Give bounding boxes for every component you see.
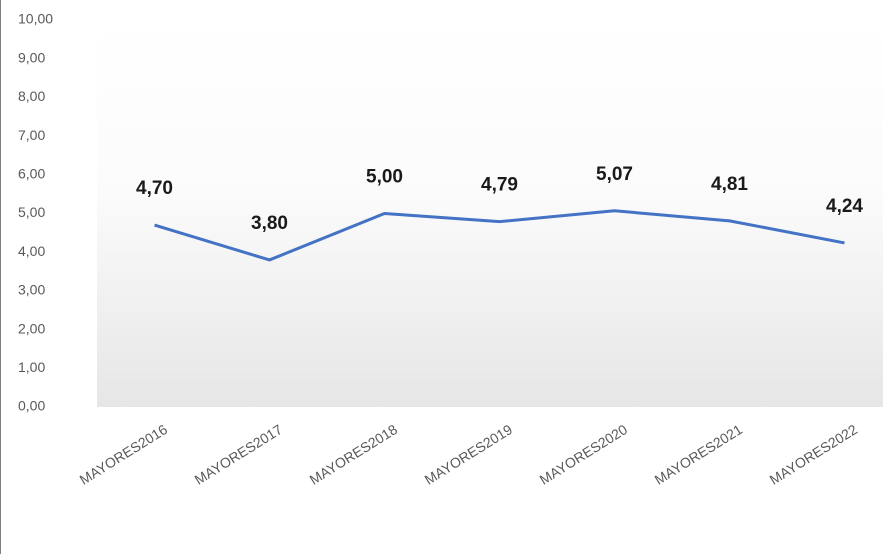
y-tick-label: 3,00 [18, 282, 45, 298]
data-label: 4,81 [711, 174, 748, 195]
data-label: 4,24 [826, 196, 863, 217]
x-tick-label: MAYORES2021 [652, 421, 746, 488]
x-tick-label: MAYORES2022 [767, 421, 861, 488]
x-tick-label: MAYORES2019 [422, 421, 516, 488]
x-tick-label: MAYORES2017 [192, 421, 286, 488]
y-tick-label: 8,00 [18, 88, 45, 104]
x-tick-label: MAYORES2020 [537, 421, 631, 488]
y-tick-label: 7,00 [18, 127, 45, 143]
y-tick-label: 1,00 [18, 359, 45, 375]
data-label: 4,79 [481, 175, 518, 196]
y-tick-label: 9,00 [18, 49, 45, 65]
x-tick-label: MAYORES2018 [307, 421, 401, 488]
x-tick-label: MAYORES2016 [77, 421, 171, 488]
data-label: 5,07 [596, 164, 633, 185]
data-label: 3,80 [251, 213, 288, 234]
data-label: 5,00 [366, 167, 403, 188]
y-tick-label: 4,00 [18, 243, 45, 259]
y-tick-label: 6,00 [18, 166, 45, 182]
y-tick-label: 0,00 [18, 398, 45, 414]
data-label: 4,70 [136, 178, 173, 199]
y-tick-label: 5,00 [18, 204, 45, 220]
y-tick-label: 10,00 [18, 11, 53, 27]
y-tick-label: 2,00 [18, 320, 45, 336]
line [154, 209, 845, 262]
plot-background [97, 20, 883, 407]
